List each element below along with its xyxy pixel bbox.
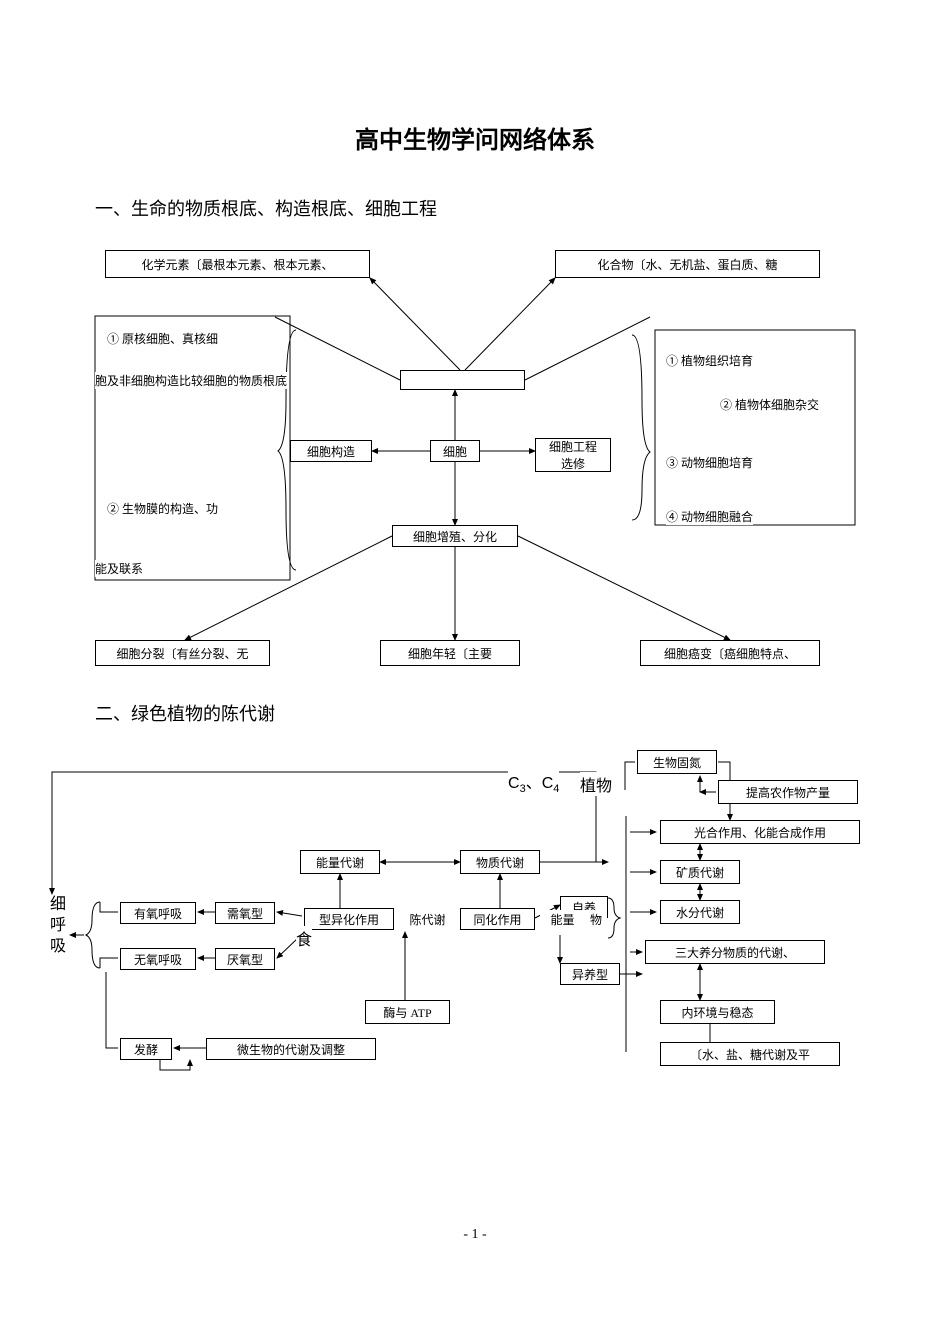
diagram-1-edges — [0, 0, 950, 700]
d2-node-anaerobic_type: 厌氧型 — [215, 948, 275, 970]
d2-node-wu: 物 — [585, 910, 607, 928]
d2-node-energy: 能量 — [540, 910, 585, 928]
d1-node-elem: 化学元素〔最根本元素、根本元素、 — [105, 250, 370, 278]
d2-node-heterotroph: 异养型 — [560, 963, 620, 985]
d2-node-homeostasis: 内环境与稳态 — [660, 1000, 775, 1024]
d1-label-l3: ② 生物膜的构造、功 — [107, 500, 218, 517]
d1-node-compound: 化合物〔水、无机盐、蛋白质、糖 — [555, 250, 820, 278]
d2-node-microbe: 微生物的代谢及调整 — [206, 1038, 376, 1060]
d1-label-l1: ① 原核细胞、真核细 — [107, 330, 218, 347]
d1-label-r4: ④ 动物细胞融合 — [666, 508, 753, 525]
d2-node-energy_meta: 能量代谢 — [300, 850, 380, 874]
d2-node-catabolism: 型异化作用 — [304, 908, 394, 930]
d1-node-cell_eng: 细胞工程 选修 — [535, 438, 611, 472]
d1-node-cancer: 细胞癌变〔癌细胞特点、 — [640, 640, 820, 666]
d2-label-cell_resp: 细 呼 吸 — [50, 895, 66, 957]
d1-node-cell: 细胞 — [430, 440, 480, 462]
d1-node-aging: 细胞年轻〔主要 — [380, 640, 520, 666]
d1-label-r1: ① 植物组织培育 — [666, 352, 753, 369]
d2-node-water: 水分代谢 — [660, 900, 740, 924]
d1-label-r2: ② 植物体细胞杂交 — [720, 396, 819, 413]
d2-node-ferment: 发酵 — [120, 1038, 172, 1060]
d2-node-aerobic: 有氧呼吸 — [120, 902, 196, 924]
d1-label-r3: ③ 动物细胞培育 — [666, 454, 753, 471]
d2-node-mineral: 矿质代谢 — [660, 860, 740, 884]
page-title: 高中生物学问网络体系 — [0, 120, 950, 155]
d1-node-material_basis — [400, 370, 525, 390]
d1-node-proliferate: 细胞增殖、分化 — [392, 525, 518, 547]
d2-node-photosyn: 光合作用、化能合成作用 — [660, 820, 860, 844]
d2-node-metabolism: 陈代谢 — [400, 908, 455, 930]
d2-label-plant: 植物 — [580, 772, 612, 796]
d2-node-anaerobic: 无氧呼吸 — [120, 948, 196, 970]
c3c4-label: C3、C4 — [508, 769, 559, 795]
d1-node-division: 细胞分裂〔有丝分裂、无 — [95, 640, 270, 666]
d1-label-l4: 能及联系 — [95, 560, 143, 577]
page-number: - 1 - — [0, 1227, 950, 1243]
d2-node-yield: 提高农作物产量 — [718, 780, 858, 804]
d2-node-nutrients: 三大养分物质的代谢、 — [645, 940, 825, 964]
d2-node-water_salt: 〔水、盐、糖代谢及平 — [660, 1042, 840, 1066]
d1-label-l2: 胞及非细胞构造比较细胞的物质根底 — [95, 372, 287, 389]
section-2-title: 二、绿色植物的陈代谢 — [95, 700, 275, 726]
d2-node-anabolism: 同化作用 — [460, 908, 535, 930]
d2-node-bio_nitrogen: 生物固氮 — [637, 750, 717, 774]
d1-node-cell_structure: 细胞构造 — [290, 440, 372, 462]
section-1-title: 一、生命的物质根底、构造根底、细胞工程 — [95, 195, 437, 221]
d2-label-food: 食 — [296, 926, 312, 950]
d2-node-enzyme: 酶与 ATP — [365, 1000, 450, 1024]
d2-node-matter_meta: 物质代谢 — [460, 850, 540, 874]
d2-node-aerobic_type: 需氧型 — [215, 902, 275, 924]
